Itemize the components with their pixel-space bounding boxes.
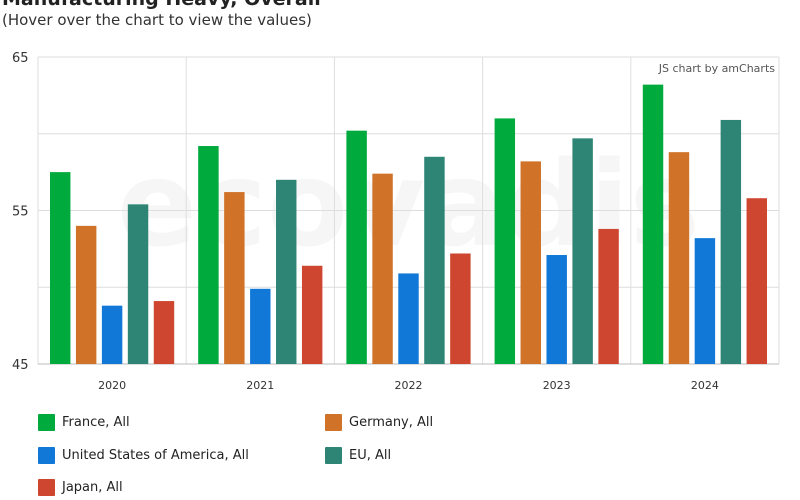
legend-swatch	[38, 447, 55, 464]
bar[interactable]: Germany, All 2023: 58.2	[520, 161, 541, 364]
legend-label: United States of America, All	[62, 448, 249, 463]
legend-label: Germany, All	[349, 415, 434, 430]
chart-credit: JS chart by amCharts	[658, 62, 775, 75]
bar[interactable]: France, All 2022: 60.2	[346, 130, 367, 364]
legend-label: EU, All	[349, 448, 392, 463]
legend-item[interactable]: Japan, All	[38, 479, 123, 496]
chart-title: Manufacturing Heavy, Overall	[2, 0, 321, 10]
legend-label: France, All	[62, 415, 130, 430]
x-tick-label: 2023	[543, 379, 571, 392]
bar[interactable]: France, All 2020: 57.5	[50, 172, 71, 364]
bar[interactable]: Germany, All 2022: 57.4	[372, 173, 393, 364]
bar[interactable]: Germany, All 2020: 54	[75, 225, 97, 364]
bar[interactable]: France, All 2024: 63.2	[642, 84, 664, 364]
legend-swatch	[325, 414, 342, 431]
x-tick-label: 2021	[246, 379, 274, 392]
legend-swatch	[38, 479, 55, 496]
y-tick-label: 65	[12, 51, 29, 66]
legend-item[interactable]: United States of America, All	[38, 447, 249, 464]
bar[interactable]: Japan, All 2024: 55.8	[746, 198, 767, 364]
bar[interactable]: Japan, All 2021: 51.4	[301, 265, 323, 364]
bar[interactable]: United States of America, All 2022: 50.9	[398, 273, 419, 364]
legend-item[interactable]: EU, All	[325, 447, 391, 464]
legend-item[interactable]: France, All	[38, 414, 130, 431]
bar-chart[interactable]: ecovadis455565France, All 2020: 57.5Germ…	[0, 40, 800, 400]
legend-swatch	[325, 447, 342, 464]
bar[interactable]: Germany, All 2024: 58.8	[668, 152, 690, 364]
legend-swatch	[38, 414, 55, 431]
x-tick-label: 2024	[691, 379, 719, 392]
bar[interactable]: Germany, All 2021: 56.2	[224, 192, 245, 364]
chart-subtitle: (Hover over the chart to view the values…	[2, 11, 312, 29]
bar[interactable]: Japan, All 2020: 49.1	[153, 301, 175, 364]
bar[interactable]: France, All 2021: 59.2	[198, 146, 219, 364]
legend-item[interactable]: Germany, All	[325, 414, 433, 431]
y-tick-label: 45	[12, 358, 29, 373]
bar[interactable]: EU, All 2024: 60.9	[720, 119, 742, 364]
x-tick-label: 2020	[98, 379, 126, 392]
bar[interactable]: Japan, All 2022: 52.2	[450, 253, 471, 364]
bar[interactable]: United States of America, All 2023: 52.1	[546, 255, 567, 364]
x-tick-label: 2022	[395, 379, 423, 392]
bar[interactable]: Japan, All 2023: 53.8	[598, 228, 619, 364]
bar[interactable]: EU, All 2022: 58.5	[424, 156, 445, 364]
bar[interactable]: United States of America, All 2024: 53.2	[694, 238, 716, 364]
y-tick-label: 55	[12, 205, 29, 220]
bar[interactable]: United States of America, All 2020: 48.8	[101, 305, 123, 364]
bar[interactable]: EU, All 2020: 55.4	[127, 204, 149, 364]
bar[interactable]: EU, All 2023: 59.7	[572, 138, 593, 364]
bar[interactable]: France, All 2023: 61	[494, 118, 516, 365]
legend-label: Japan, All	[62, 480, 123, 495]
bar[interactable]: United States of America, All 2021: 49.9	[250, 288, 271, 364]
bar[interactable]: EU, All 2021: 57	[276, 179, 297, 364]
